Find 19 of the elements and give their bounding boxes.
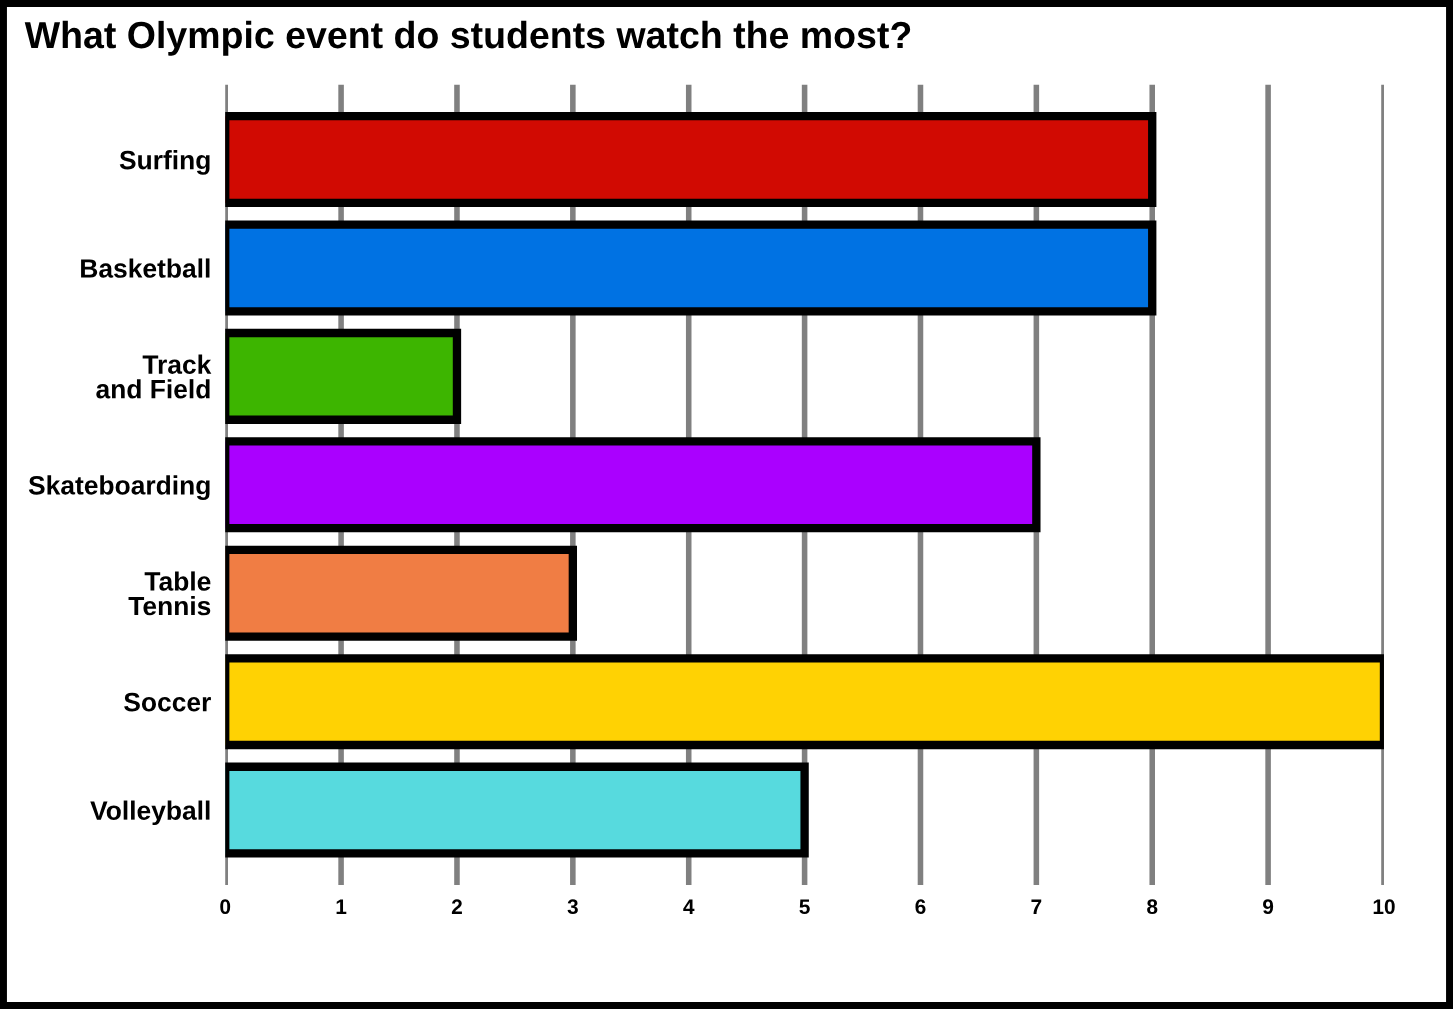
x-tick-label: 1	[336, 899, 347, 914]
x-tick-label: 8	[1147, 899, 1158, 915]
y-tick-label: Basketball	[81, 258, 210, 278]
x-tick-label: 0	[220, 899, 231, 915]
y-tick-label: Soccer	[124, 692, 211, 712]
x-tick-label: 2	[451, 899, 462, 914]
y-tick-label: Table Tennis	[128, 571, 211, 616]
x-tick-label: 4	[683, 899, 695, 914]
y-tick-label: Skateboarding	[28, 475, 210, 500]
y-tick-label: Volleyball	[90, 800, 210, 826]
x-tick-label: 9	[1263, 899, 1274, 915]
x-tick-label: 5	[799, 899, 810, 915]
y-tick-label: Surfing	[119, 150, 210, 175]
x-tick-label: 6	[915, 899, 926, 915]
x-tick-label: 3	[567, 899, 578, 915]
y-tick-label: Track and Field	[96, 354, 212, 399]
chart-title: What Olympic event do students watch the most?	[24, 20, 911, 56]
x-tick-label: 10	[1373, 899, 1395, 915]
x-tick-label: 7	[1031, 899, 1042, 914]
